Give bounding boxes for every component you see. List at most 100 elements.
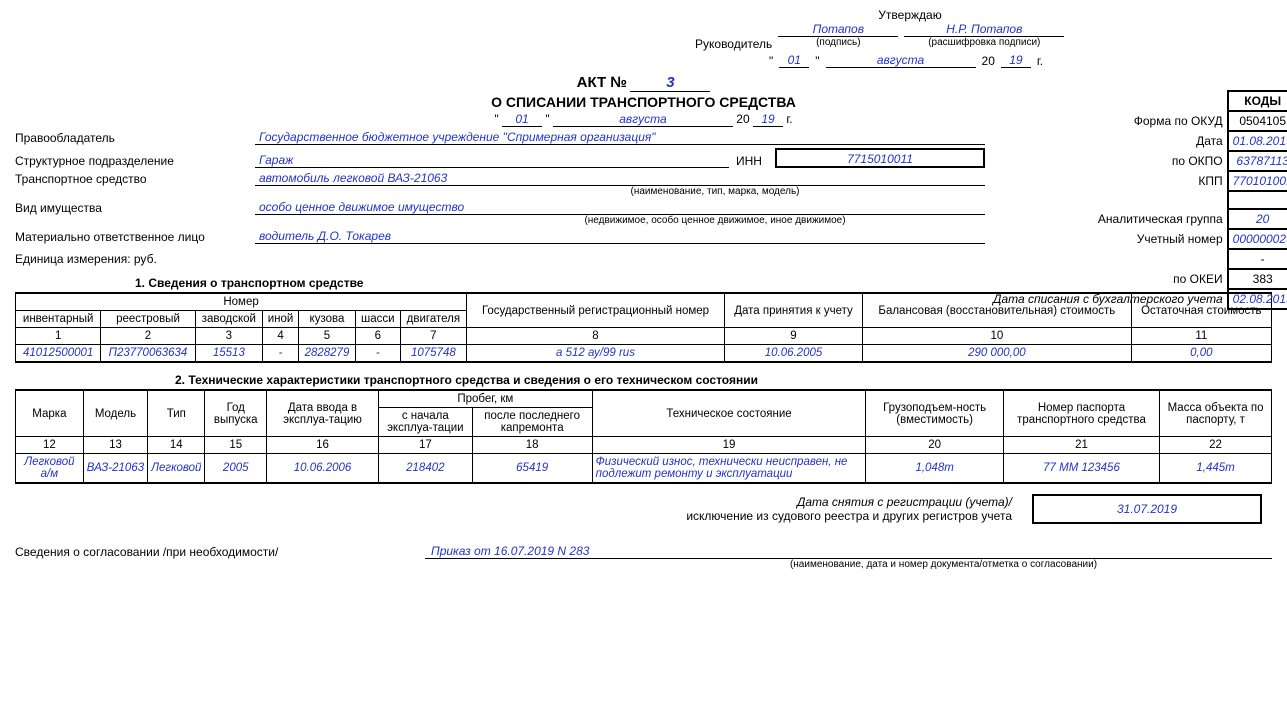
dereg-line1: Дата снятия с регистрации (учета)/ bbox=[797, 495, 1012, 509]
col-num: 13 bbox=[83, 437, 147, 454]
data-cell: 65419 bbox=[472, 454, 592, 484]
col-num: 6 bbox=[355, 328, 400, 345]
data-cell: 1,048т bbox=[866, 454, 1004, 484]
code-label bbox=[989, 249, 1228, 269]
code-label: по ОКЕИ bbox=[989, 269, 1228, 289]
leader-label: Руководитель bbox=[695, 37, 772, 51]
code-value: 02.08.2019 bbox=[1228, 289, 1287, 309]
appr-day: 01 bbox=[779, 53, 809, 68]
data-cell: 1,445т bbox=[1160, 454, 1272, 484]
code-label: Аналитическая группа bbox=[989, 209, 1228, 229]
data-cell: 10.06.2006 bbox=[267, 454, 379, 484]
col-num: 12 bbox=[16, 437, 84, 454]
data-cell: - bbox=[355, 345, 400, 363]
owner-label: Правообладатель bbox=[15, 131, 255, 145]
table-section2: МаркаМодельТипГод выпускаДата ввода в эк… bbox=[15, 389, 1272, 484]
act-label: АКТ № bbox=[577, 74, 627, 91]
dept-label: Структурное подразделение bbox=[15, 154, 255, 168]
dereg-line2: исключение из судового реестра и других … bbox=[686, 509, 1012, 523]
dereg-value: 31.07.2019 bbox=[1032, 494, 1262, 524]
col-num: 3 bbox=[195, 328, 262, 345]
title-year-prefix: 20 bbox=[736, 112, 749, 126]
soglas-hint: (наименование, дата и номер документа/от… bbox=[615, 559, 1272, 570]
unit-label: Единица измерения: руб. bbox=[15, 252, 157, 266]
title-year-suffix: 19 bbox=[753, 112, 783, 127]
col-num: 20 bbox=[866, 437, 1004, 454]
code-label: КПП bbox=[989, 171, 1228, 191]
col-header: Марка bbox=[16, 390, 84, 437]
dept-value: Гараж bbox=[255, 153, 729, 168]
code-value bbox=[1228, 191, 1287, 209]
decrypt-hint: (расшифровка подписи) bbox=[928, 37, 1040, 48]
appr-year-prefix: 20 bbox=[982, 54, 995, 68]
signature-hint: (подпись) bbox=[816, 37, 860, 48]
data-cell: ВАЗ-21063 bbox=[83, 454, 147, 484]
code-label: Учетный номер bbox=[989, 229, 1228, 249]
codes-header: КОДЫ bbox=[1228, 91, 1287, 111]
data-cell: П23770063634 bbox=[101, 345, 195, 363]
col-header: Государственный регистрационный номер bbox=[467, 293, 725, 328]
vehicle-value: автомобиль легковой ВАЗ-21063 bbox=[255, 171, 985, 186]
codes-box: КОДЫ Форма по ОКУД0504105Дата01.08.2019п… bbox=[989, 90, 1269, 310]
code-value: 000000029 bbox=[1228, 229, 1287, 249]
col-num: 1 bbox=[16, 328, 101, 345]
code-value: 20 bbox=[1228, 209, 1287, 229]
decrypt-value: Н.Р. Потапов bbox=[904, 22, 1064, 37]
code-value: 770101001 bbox=[1228, 171, 1287, 191]
soglas-block: Сведения о согласовании /при необходимос… bbox=[15, 544, 1272, 559]
appr-month: августа bbox=[826, 53, 976, 68]
code-label: по ОКПО bbox=[989, 151, 1228, 171]
kind-hint: (недвижимое, особо ценное движимое, иное… bbox=[445, 215, 985, 226]
approval-block: Утверждаю Руководитель Потапов (подпись)… bbox=[695, 8, 1272, 68]
signature-value: Потапов bbox=[778, 22, 898, 37]
col-num: 7 bbox=[400, 328, 467, 345]
code-label: Дата списания с бухгалтерского учета bbox=[989, 289, 1228, 309]
col-header: заводской bbox=[195, 311, 262, 328]
kind-value: особо ценное движимое имущество bbox=[255, 200, 985, 215]
code-value: 383 bbox=[1228, 269, 1287, 289]
col-num: 2 bbox=[101, 328, 195, 345]
section2-title: 2. Технические характеристики транспортн… bbox=[175, 373, 1272, 387]
vehicle-hint: (наименование, тип, марка, модель) bbox=[445, 186, 985, 197]
appr-year-tail: г. bbox=[1037, 54, 1043, 68]
col-group-number: Номер bbox=[16, 293, 467, 311]
data-cell: 2005 bbox=[205, 454, 267, 484]
data-cell: 10.06.2005 bbox=[724, 345, 862, 363]
col-num: 8 bbox=[467, 328, 725, 345]
data-cell: Легковой а/м bbox=[16, 454, 84, 484]
code-label: Дата bbox=[989, 131, 1228, 151]
col-header: Техническое состояние bbox=[592, 390, 866, 437]
vehicle-label: Транспортное средство bbox=[15, 172, 255, 186]
info-area: Правообладатель Государственное бюджетно… bbox=[15, 130, 985, 266]
col-num: 15 bbox=[205, 437, 267, 454]
approve-title: Утверждаю bbox=[695, 8, 1125, 22]
col-header: инвентарный bbox=[16, 311, 101, 328]
appr-year-suffix: 19 bbox=[1001, 53, 1031, 68]
col-header: реестровый bbox=[101, 311, 195, 328]
col-num: 5 bbox=[298, 328, 355, 345]
col-header: Дата принятия к учету bbox=[724, 293, 862, 328]
col-num: 4 bbox=[263, 328, 299, 345]
data-cell: 41012500001 bbox=[16, 345, 101, 363]
col-header: Номер паспорта транспортного средства bbox=[1003, 390, 1159, 437]
mol-value: водитель Д.О. Токарев bbox=[255, 229, 985, 244]
col-num: 9 bbox=[724, 328, 862, 345]
data-cell: 290 000,00 bbox=[863, 345, 1132, 363]
col-num: 19 bbox=[592, 437, 866, 454]
data-cell: - bbox=[263, 345, 299, 363]
col-header: Тип bbox=[148, 390, 205, 437]
col-num: 18 bbox=[472, 437, 592, 454]
data-cell: а 512 ау/99 rus bbox=[467, 345, 725, 363]
col-header: Год выпуска bbox=[205, 390, 267, 437]
col-header: шасси bbox=[355, 311, 400, 328]
soglas-label: Сведения о согласовании /при необходимос… bbox=[15, 545, 415, 559]
col-header: Грузоподъем-ность (вместимость) bbox=[866, 390, 1004, 437]
data-cell: 15513 bbox=[195, 345, 262, 363]
kind-label: Вид имущества bbox=[15, 201, 255, 215]
col-header: Дата ввода в эксплуа-тацию bbox=[267, 390, 379, 437]
col-num: 14 bbox=[148, 437, 205, 454]
title-month: августа bbox=[553, 112, 733, 127]
data-cell: 0,00 bbox=[1131, 345, 1271, 363]
act-number: 3 bbox=[630, 74, 710, 92]
dereg-block: Дата снятия с регистрации (учета)/ исклю… bbox=[15, 494, 1272, 524]
